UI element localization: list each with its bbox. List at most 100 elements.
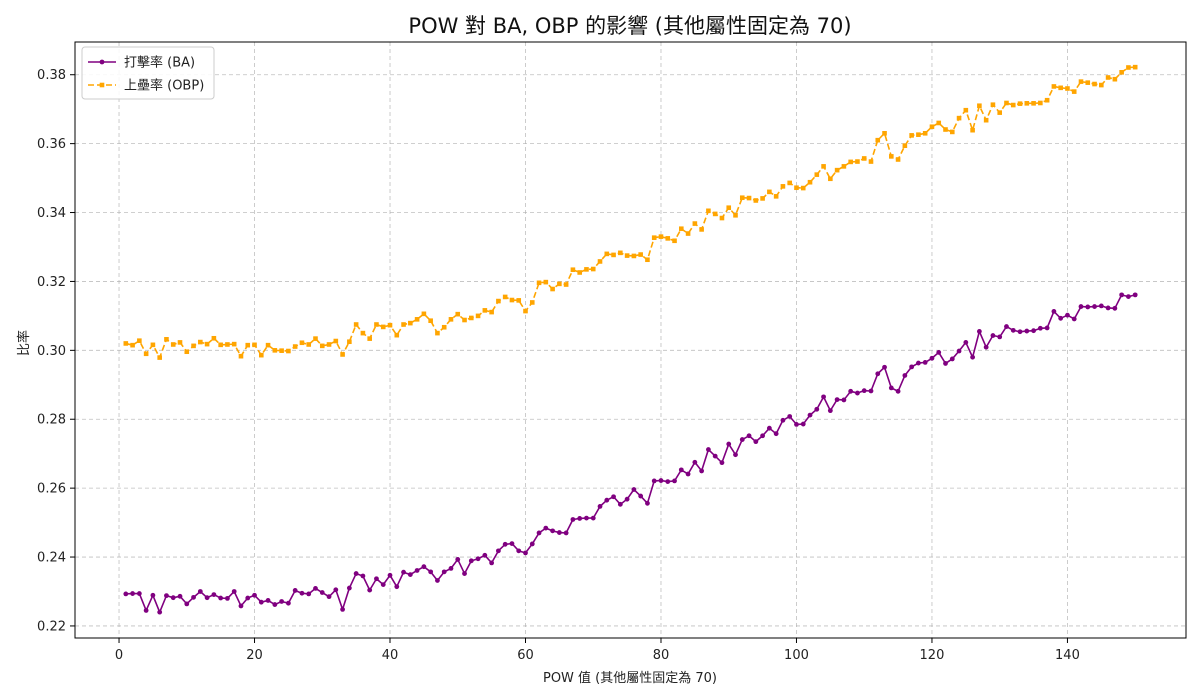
data-point [299,590,305,596]
data-point [665,236,671,241]
legend-item: 打擊率 (BA) [88,55,195,71]
data-point [469,315,474,321]
data-point [739,437,745,442]
y-tick-label: 0.24 [37,551,66,566]
data-point [482,308,488,313]
data-point [868,159,874,164]
data-point [157,609,163,615]
data-point [177,340,183,345]
data-point [773,431,779,437]
data-point [245,595,251,601]
data-point [577,516,583,521]
data-point [617,501,623,507]
legend: 打擊率 (BA) 上壘率 (OBP) [81,46,215,100]
series-line [125,294,1136,613]
data-point [672,478,677,484]
data-point [1065,86,1070,91]
data-point [882,364,887,370]
data-point [225,342,230,347]
x-tick-label: 100 [784,648,809,663]
data-point [489,560,495,566]
data-point [130,591,135,596]
data-point [272,348,278,353]
data-point [1071,89,1077,94]
data-point [408,320,413,326]
data-point [123,591,129,597]
data-point [584,267,589,272]
data-point [177,593,183,599]
data-point [916,360,921,366]
series-ba [123,292,1138,615]
data-point [164,337,169,342]
data-point [170,595,176,601]
data-point [157,355,162,360]
data-point [1078,79,1084,84]
data-point [407,572,413,578]
y-tick-label: 0.34 [37,206,66,221]
data-point [1044,325,1050,331]
data-point [651,478,657,484]
data-point [922,359,928,365]
data-point [529,541,535,547]
data-point [929,355,935,361]
data-point [977,103,982,109]
data-point [1071,316,1077,322]
data-point [211,592,217,597]
data-point [706,447,711,452]
data-point [170,342,176,347]
data-point [943,361,948,366]
data-point [577,270,582,275]
data-point [1004,324,1009,329]
data-point [780,184,786,189]
legend-item: 上壘率 (OBP) [88,78,204,94]
data-point [353,571,359,576]
data-point [475,556,481,562]
data-point [902,373,908,378]
data-point [1010,102,1016,108]
data-point [821,394,826,400]
data-point [990,333,996,338]
data-point [340,352,345,357]
data-point [1044,97,1050,103]
data-point [943,127,948,132]
data-point [861,388,867,394]
data-point [807,412,813,418]
data-point [570,267,576,273]
data-point [570,517,576,522]
x-tick-label: 80 [653,648,670,663]
data-point [401,322,406,327]
data-point [645,500,650,506]
data-point [462,571,467,576]
data-point [651,235,657,240]
axes: 0 20 40 60 80 100 120 140 0.22 0.24 0.26 0.28 0.30 0.… [37,68,1080,663]
data-point [1010,327,1016,333]
data-point [841,164,847,169]
data-point [746,433,752,439]
data-point [435,578,440,583]
data-point [963,340,969,345]
data-point [523,308,528,314]
data-point [760,433,766,439]
data-point [780,417,786,423]
data-point [475,313,481,319]
data-point [401,569,406,575]
data-point [387,322,393,328]
data-point [313,585,318,591]
data-point [611,252,616,258]
data-point [983,117,989,123]
series-obp [123,64,1138,360]
data-point [719,460,725,466]
data-point [868,388,874,394]
data-point [319,343,325,349]
data-point [319,590,325,595]
legend-label: 上壘率 (OBP) [124,78,204,94]
data-point [441,569,447,575]
x-tick-label: 20 [246,648,263,663]
data-point [665,479,671,484]
data-point [1017,101,1023,106]
y-axis-title: 比率 [16,330,32,356]
x-tick-label: 60 [517,648,534,663]
data-point [523,550,528,556]
data-point [550,528,555,534]
